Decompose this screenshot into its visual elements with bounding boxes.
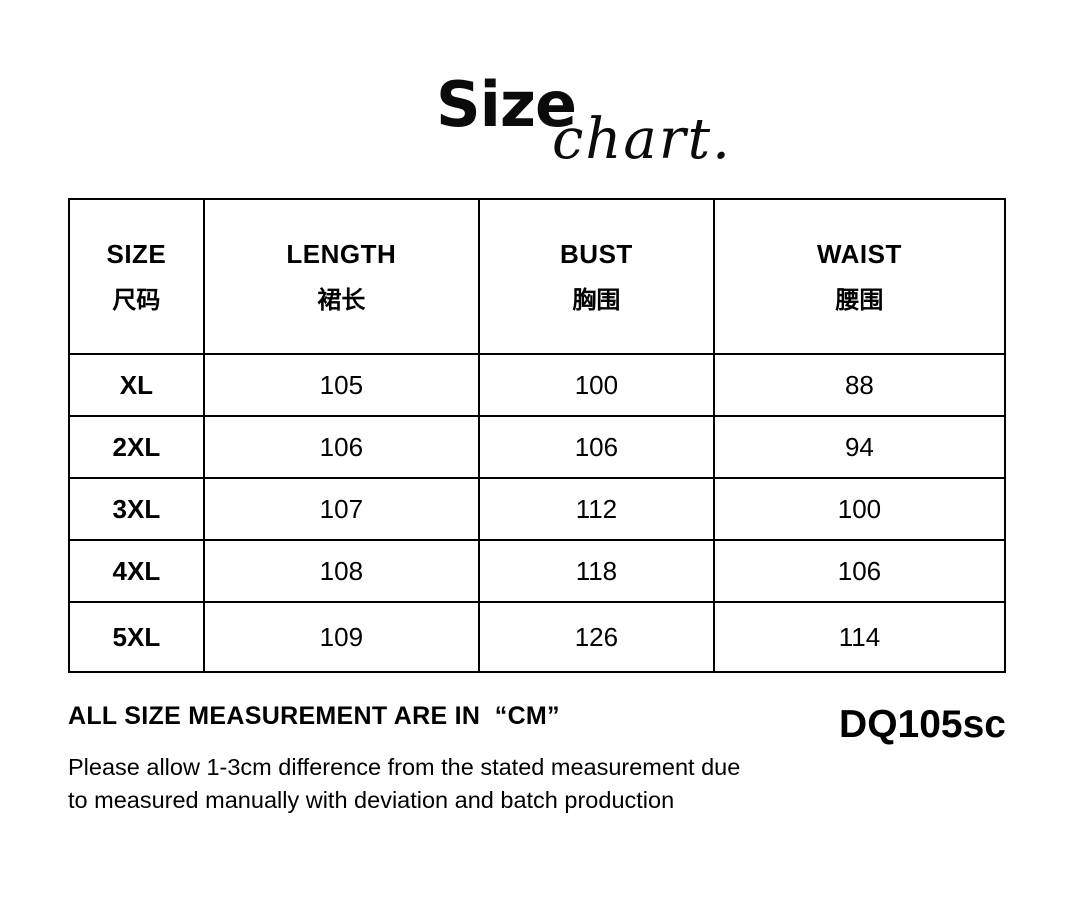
page-title: Size — [436, 68, 577, 141]
waist-cell: 94 — [712, 415, 1007, 479]
disclaimer-line-1: Please allow 1-3cm difference from the s… — [68, 754, 741, 780]
length-cell: 109 — [202, 601, 480, 673]
table-header-row: SIZE 尺码 LENGTH 裙长 BUST 胸围 WAIST 腰围 — [68, 198, 1007, 355]
bust-cell: 106 — [477, 415, 715, 479]
disclaimer-line-2: to measured manually with deviation and … — [68, 787, 675, 813]
column-header-size-en: SIZE — [106, 238, 167, 269]
waist-cell: 114 — [712, 601, 1007, 673]
units-note: ALL SIZE MEASUREMENT ARE IN “CM” — [68, 702, 560, 730]
waist-cell: 88 — [712, 353, 1007, 417]
column-header-waist-zh: 腰围 — [835, 286, 884, 314]
column-header-length-en: LENGTH — [286, 238, 397, 269]
table-row-xl: XL 105 100 88 — [68, 353, 1007, 417]
bust-cell: 100 — [477, 353, 715, 417]
column-header-bust-zh: 胸围 — [572, 286, 621, 314]
column-header-waist-en: WAIST — [817, 238, 902, 269]
bust-cell: 118 — [477, 539, 715, 603]
size-cell: 3XL — [68, 477, 205, 541]
length-cell: 106 — [202, 415, 480, 479]
size-cell: 4XL — [68, 539, 205, 603]
column-header-bust: BUST 胸围 — [477, 198, 715, 355]
page-title-script: chart. — [552, 107, 732, 172]
size-cell: XL — [68, 353, 205, 417]
waist-cell: 106 — [712, 539, 1007, 603]
bust-cell: 112 — [477, 477, 715, 541]
length-cell: 108 — [202, 539, 480, 603]
column-header-size-zh: 尺码 — [112, 286, 161, 314]
column-header-bust-en: BUST — [560, 238, 633, 269]
product-code: DQ105sc — [839, 703, 1006, 746]
length-cell: 105 — [202, 353, 480, 417]
waist-cell: 100 — [712, 477, 1007, 541]
size-chart-table: SIZE 尺码 LENGTH 裙长 BUST 胸围 WAIST 腰围 XL 10… — [68, 198, 1007, 673]
bust-cell: 126 — [477, 601, 715, 673]
size-cell: 5XL — [68, 601, 205, 673]
column-header-size: SIZE 尺码 — [68, 198, 205, 355]
table-row-3xl: 3XL 107 112 100 — [68, 477, 1007, 541]
column-header-length: LENGTH 裙长 — [202, 198, 480, 355]
disclaimer: Please allow 1-3cm difference from the s… — [68, 751, 740, 817]
column-header-waist: WAIST 腰围 — [712, 198, 1007, 355]
size-cell: 2XL — [68, 415, 205, 479]
table-row-4xl: 4XL 108 118 106 — [68, 539, 1007, 603]
column-header-length-zh: 裙长 — [317, 286, 366, 314]
table-row-5xl: 5XL 109 126 114 — [68, 601, 1007, 673]
table-row-2xl: 2XL 106 106 94 — [68, 415, 1007, 479]
length-cell: 107 — [202, 477, 480, 541]
